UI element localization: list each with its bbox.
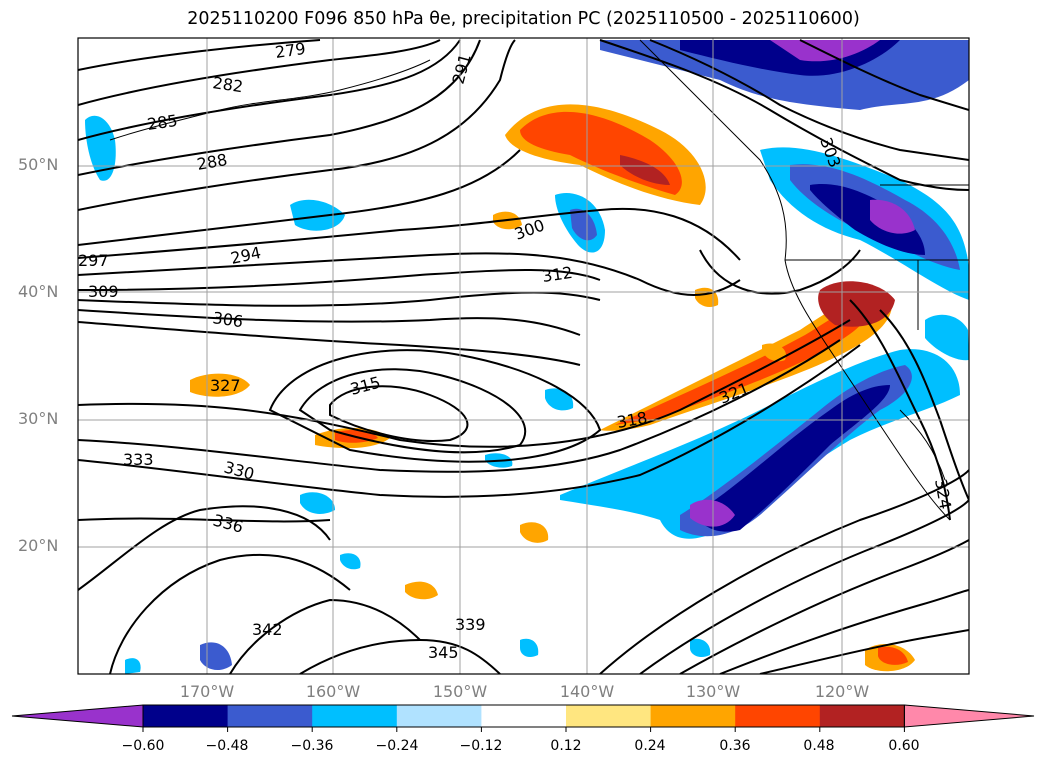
contour-label: 279 bbox=[274, 39, 307, 62]
lon-label: 120°W bbox=[814, 682, 870, 701]
colorbar-tick-label: −0.36 bbox=[290, 738, 334, 754]
coastlines bbox=[109, 39, 969, 521]
contour-label: 327 bbox=[210, 376, 241, 395]
colorbar-segment bbox=[481, 705, 567, 727]
lat-label: 50°N bbox=[18, 155, 59, 174]
colorbar-segment bbox=[566, 705, 652, 727]
lat-label: 30°N bbox=[18, 409, 59, 428]
lon-label: 140°W bbox=[559, 682, 615, 701]
contour-label: 339 bbox=[455, 615, 486, 634]
colorbar-tick-label: 0.36 bbox=[719, 738, 751, 754]
lon-label: 160°W bbox=[305, 682, 361, 701]
lon-label: 170°W bbox=[179, 682, 235, 701]
lat-label: 40°N bbox=[18, 282, 59, 301]
contour-label: 345 bbox=[428, 643, 459, 662]
colorbar-segment bbox=[735, 705, 821, 727]
lon-label: 150°W bbox=[432, 682, 488, 701]
colorbar-segment bbox=[227, 705, 313, 727]
colorbar-extend-max bbox=[903, 704, 1035, 728]
contour-label: 342 bbox=[252, 620, 283, 639]
colorbar-tick-label: 0.48 bbox=[803, 738, 835, 754]
colorbar-tick-label: −0.60 bbox=[121, 738, 165, 754]
contour-label: 297 bbox=[78, 251, 109, 270]
colorbar-segment bbox=[312, 705, 398, 727]
gridlines bbox=[78, 38, 969, 674]
contour-label: 282 bbox=[211, 73, 244, 96]
contour-label: 312 bbox=[541, 263, 574, 286]
colorbar-frame bbox=[142, 704, 905, 728]
colorbar-tick-label: 0.60 bbox=[888, 738, 920, 754]
colorbar-tick-label: 0.12 bbox=[550, 738, 582, 754]
colorbar-tick-label: −0.12 bbox=[459, 738, 503, 754]
colorbar-tick-label: −0.24 bbox=[375, 738, 419, 754]
lat-label: 20°N bbox=[18, 536, 59, 555]
contour-label: 309 bbox=[88, 282, 119, 301]
colorbar-tick-label: −0.48 bbox=[205, 738, 249, 754]
colorbar-segment bbox=[396, 705, 482, 727]
colorbar bbox=[11, 704, 1035, 732]
theta-e-contours bbox=[78, 39, 969, 674]
contour-label: 285 bbox=[146, 111, 179, 134]
contour-label: 306 bbox=[211, 308, 244, 331]
colorbar-segment bbox=[819, 705, 905, 727]
colorbar-tick-label: 0.24 bbox=[634, 738, 666, 754]
lon-label: 130°W bbox=[685, 682, 741, 701]
map-title: 2025110200 F096 850 hPa θe, precipitatio… bbox=[187, 9, 860, 29]
colorbar-segment bbox=[143, 705, 229, 727]
colorbar-segment bbox=[650, 705, 736, 727]
colorbar-extend-min bbox=[11, 704, 144, 728]
contour-label: 333 bbox=[123, 450, 154, 469]
